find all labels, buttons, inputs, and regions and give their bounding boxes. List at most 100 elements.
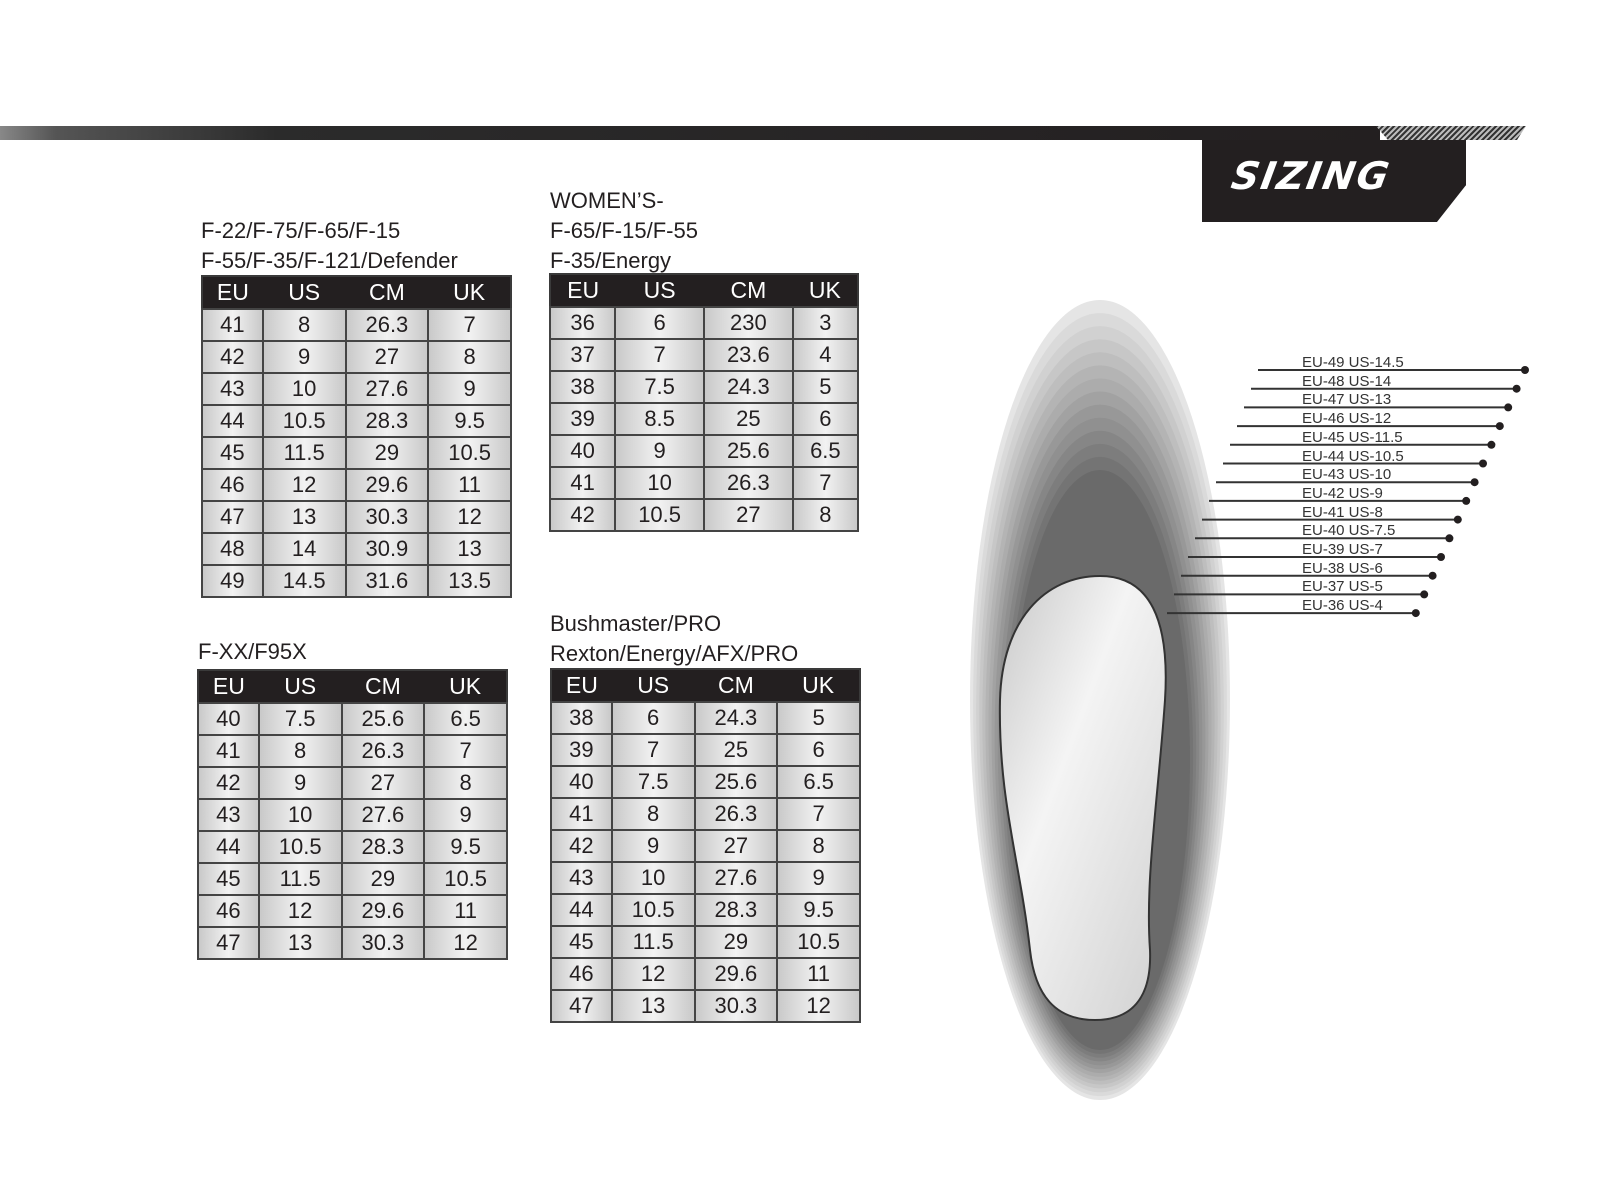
table-row: 44 10.5 28.3 9.5 [201,404,512,438]
table-cell: 24.3 [702,370,794,404]
table-row: 47 13 30.3 12 [197,926,508,960]
column-header: UK [792,274,858,307]
table-cell: 40 [548,434,617,468]
insole-shape [998,574,1167,1022]
column-header: EU [202,276,263,309]
table-cell: 12 [610,957,696,991]
table-cell: 30.3 [344,500,430,534]
table-cell: 10.5 [257,830,343,864]
table-cell: 44 [550,893,613,927]
table-cell: 10.5 [614,498,705,532]
foot-size-label: EU-47 US-13 [1302,391,1392,409]
table-cell: 31.6 [344,564,430,598]
table-cell: 6.5 [791,434,860,468]
leader-dot [1420,590,1429,599]
table-cell: 7 [614,338,705,372]
leader-dot [1495,422,1504,431]
header-row: EU US CM UK [550,274,858,307]
table-cell: 28.3 [693,893,779,927]
table-cell: 27.6 [340,798,426,832]
table-cell: 9.5 [776,893,861,927]
table-cell: 30.3 [693,989,779,1023]
table-cell: 9 [257,766,343,800]
table-cell: 8 [257,734,343,768]
table-cell: 44 [197,830,260,864]
table-row: 43 10 27.6 9 [201,372,512,406]
leader-dot [1521,366,1529,374]
table-cell: 37 [548,338,617,372]
table-cell: 46 [550,957,613,991]
table-cell: 13 [427,532,512,566]
table-cell: 12 [423,926,508,960]
table-cell: 3 [791,306,860,340]
table-cell: 47 [550,989,613,1023]
foot-size-label: EU-38 US-6 [1302,559,1383,577]
table-cell: 41 [550,797,613,831]
table-cell: 39 [550,733,613,767]
table-cell: 10 [610,861,696,895]
table-cell: 8.5 [614,402,705,436]
header-hatch-decoration [1376,126,1526,140]
table-cell: 10 [257,798,343,832]
title-line: F-XX/F95X [198,639,307,664]
table-cell: 29.6 [340,894,426,928]
sizing-banner: SIZING [1202,140,1466,222]
table-cell: 11 [423,894,508,928]
column-header: UK [777,669,860,702]
title-line: Rexton/Energy/AFX/PRO [550,641,799,666]
table-row: 47 13 30.3 12 [201,500,512,534]
table-cell: 40 [550,765,613,799]
foot-size-label: EU-36 US-4 [1302,597,1383,615]
table-row: 38 6 24.3 5 [550,701,861,735]
table-cell: 25.6 [693,765,779,799]
table-cell: 10.5 [427,436,512,470]
table-cell: 29.6 [693,957,779,991]
table-cell: 8 [791,498,860,532]
header-row: EU US CM UK [198,670,507,703]
table-cell: 26.3 [340,734,426,768]
table-cell: 43 [197,798,260,832]
table-cell: 29 [340,862,426,896]
table-cell: 42 [201,340,264,374]
column-header: CM [694,669,778,702]
table-row: 39 8.5 25 6 [548,402,860,436]
table-cell: 13 [610,989,696,1023]
table-cell: 9 [614,434,705,468]
title-line: F-65/F-15/F-55 [550,218,698,243]
table-cell: 9 [423,798,508,832]
table-cell: 39 [548,402,617,436]
table-cell: 9 [427,372,512,406]
table-cell: 14 [261,532,347,566]
table-cell: 12 [427,500,512,534]
table-cell: 14.5 [261,564,347,598]
table-cell: 11 [776,957,861,991]
table-row: 48 14 30.9 13 [201,532,512,566]
table-cell: 25 [702,402,794,436]
column-header: US [611,669,695,702]
leader-dot [1504,403,1513,412]
table-title-mens: F-22/F-75/F-65/F-15 F-55/F-35/F-121/Defe… [201,216,458,276]
foot-size-label: EU-49 US-14.5 [1302,354,1404,371]
table-title-bushmaster: Bushmaster/PRO Rexton/Energy/AFX/PRO [550,609,798,669]
table-row: 42 9 27 8 [197,766,508,800]
leader-dot [1487,440,1496,449]
table-cell: 10 [614,466,705,500]
table-cell: 42 [548,498,617,532]
table-cell: 7 [776,797,861,831]
leader-dot [1445,534,1454,543]
table-cell: 7 [610,733,696,767]
header-row: EU US CM UK [551,669,860,702]
table-row: 42 9 27 8 [550,829,861,863]
table-cell: 6 [776,733,861,767]
leader-dot [1470,478,1479,487]
table-row: 41 8 26.3 7 [201,308,512,342]
table-row: 44 10.5 28.3 9.5 [197,830,508,864]
table-row: 42 9 27 8 [201,340,512,374]
table-cell: 30.3 [340,926,426,960]
foot-size-label: EU-43 US-10 [1302,466,1392,484]
table-cell: 7 [427,308,512,342]
table-cell: 46 [201,468,264,502]
foot-size-label: EU-37 US-5 [1302,578,1383,596]
table-cell: 7.5 [614,370,705,404]
table-cell: 6.5 [423,702,508,736]
